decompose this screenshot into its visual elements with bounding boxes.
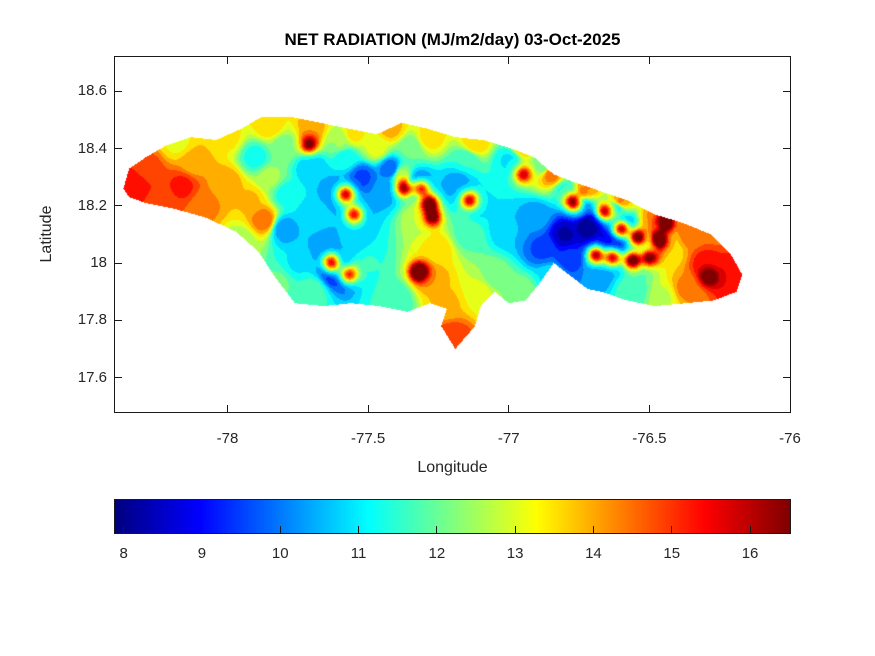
x-tick-label: -77.5 <box>351 430 386 447</box>
colorbar-tick-mark <box>358 526 360 533</box>
y-tick-mark <box>115 377 122 379</box>
x-tick-mark <box>648 57 650 64</box>
y-tick-mark <box>783 319 790 321</box>
y-tick-mark <box>783 205 790 207</box>
chart-title: NET RADIATION (MJ/m2/day) 03-Oct-2025 <box>284 30 621 49</box>
colorbar-tick-label: 16 <box>741 545 759 562</box>
x-tick-mark <box>508 57 510 64</box>
plot-area <box>114 56 791 413</box>
x-axis-label: Longitude <box>417 459 488 476</box>
y-tick-mark <box>783 262 790 264</box>
x-tick-mark <box>367 57 369 64</box>
y-tick-mark <box>115 205 122 207</box>
y-tick-label: 18.6 <box>77 82 107 100</box>
y-tick-mark <box>783 377 790 379</box>
x-tick-mark <box>227 57 228 64</box>
colorbar-tick-label: 15 <box>663 545 681 562</box>
y-tick-mark <box>115 262 122 264</box>
y-tick-label: 17.6 <box>77 368 107 386</box>
y-tick-mark <box>115 148 122 150</box>
y-tick-mark <box>115 319 122 321</box>
y-axis-label: Latitude <box>38 205 55 263</box>
x-tick-mark <box>367 405 369 412</box>
radiation-map-canvas <box>115 57 790 412</box>
colorbar-gradient-canvas <box>115 500 790 533</box>
x-tick-mark <box>227 405 228 412</box>
colorbar-tick-label: 11 <box>350 545 367 562</box>
colorbar <box>114 499 791 534</box>
x-tick-mark <box>789 405 791 412</box>
x-tick-label: -78 <box>216 430 239 447</box>
colorbar-tick-mark <box>749 526 751 533</box>
y-tick-label: 18 <box>90 254 107 272</box>
y-tick-mark <box>783 148 790 150</box>
x-tick-mark <box>789 57 791 64</box>
colorbar-tick-label: 10 <box>271 545 289 562</box>
x-tick-label: -76 <box>779 430 801 447</box>
y-tick-label: 17.8 <box>77 311 107 329</box>
colorbar-tick-mark <box>123 526 125 533</box>
colorbar-tick-mark <box>279 526 281 533</box>
y-tick-mark <box>115 90 122 92</box>
x-tick-label: -76.5 <box>632 430 667 447</box>
x-tick-label: -77 <box>497 430 520 447</box>
colorbar-tick-mark <box>514 526 516 533</box>
x-tick-mark <box>508 405 510 412</box>
colorbar-tick-label: 14 <box>585 545 602 562</box>
x-tick-mark <box>648 405 650 412</box>
colorbar-tick-label: 12 <box>428 545 446 562</box>
colorbar-tick-mark <box>671 526 673 533</box>
colorbar-tick-label: 13 <box>506 545 524 562</box>
y-tick-mark <box>783 90 790 92</box>
colorbar-tick-label: 9 <box>197 545 207 562</box>
colorbar-tick-mark <box>592 526 594 533</box>
y-tick-label: 18.4 <box>77 139 107 157</box>
y-tick-label: 18.2 <box>77 196 107 214</box>
colorbar-tick-mark <box>436 526 438 533</box>
colorbar-tick-label: 8 <box>119 545 128 562</box>
colorbar-tick-mark <box>201 526 203 533</box>
